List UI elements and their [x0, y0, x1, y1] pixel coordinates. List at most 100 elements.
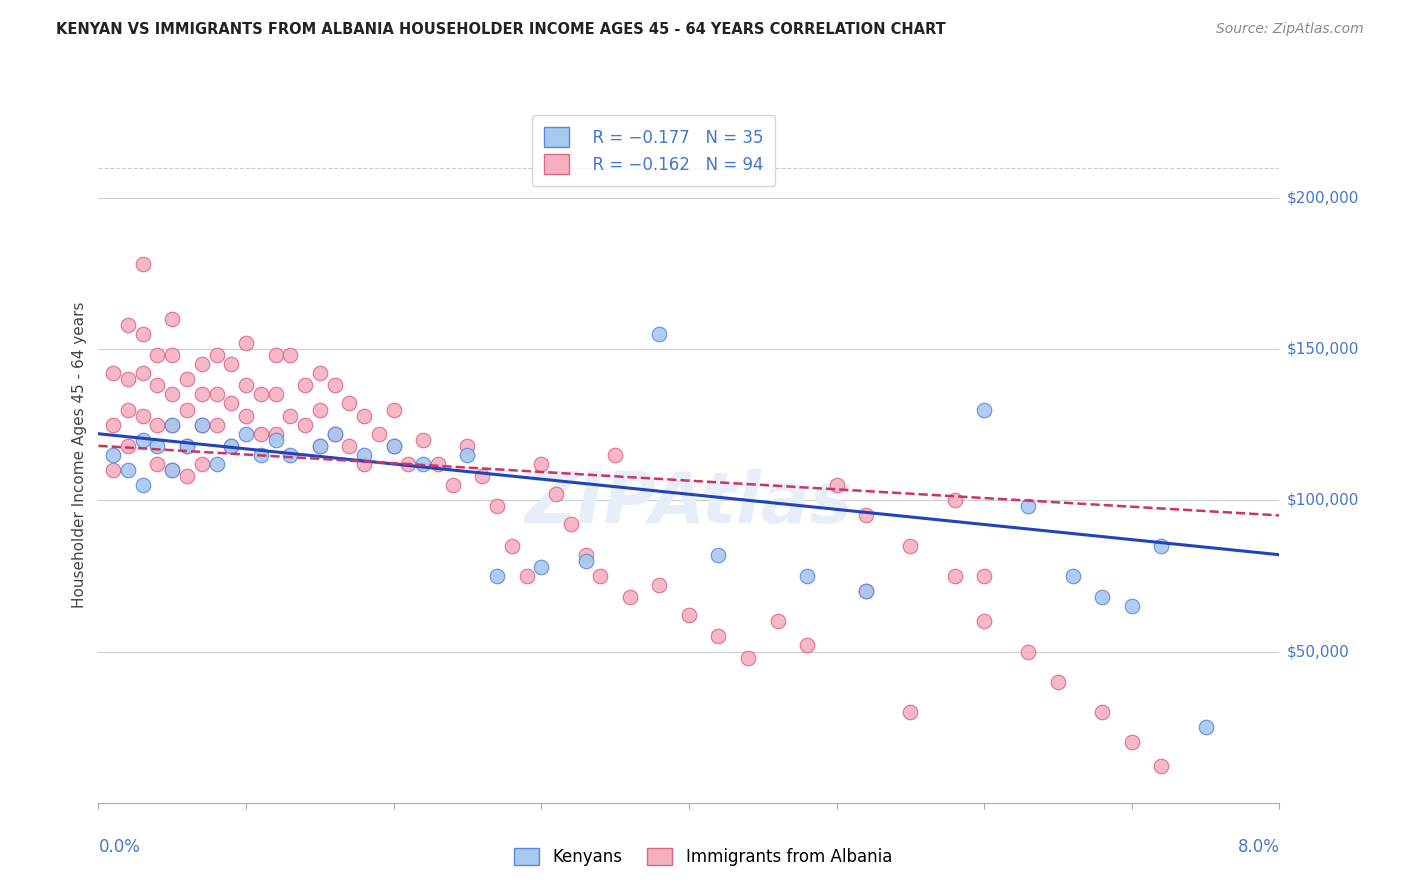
Point — [1046, 674, 1069, 689]
Point — [471, 469, 494, 483]
Text: KENYAN VS IMMIGRANTS FROM ALBANIA HOUSEHOLDER INCOME AGES 45 - 64 YEARS CORRELAT: KENYAN VS IMMIGRANTS FROM ALBANIA HOUSEH… — [56, 22, 946, 37]
Point — [1194, 720, 1216, 734]
Point — [264, 387, 287, 401]
Point — [530, 559, 553, 574]
Point — [235, 426, 257, 441]
Point — [855, 584, 877, 599]
Point — [353, 448, 375, 462]
Point — [117, 439, 139, 453]
Point — [574, 548, 596, 562]
Point — [219, 396, 242, 410]
Text: 8.0%: 8.0% — [1237, 838, 1279, 856]
Point — [162, 387, 183, 401]
Point — [544, 487, 567, 501]
Point — [485, 569, 508, 583]
Point — [117, 318, 139, 332]
Point — [382, 439, 405, 453]
Point — [191, 387, 214, 401]
Point — [323, 378, 346, 392]
Point — [308, 439, 332, 453]
Point — [191, 417, 214, 432]
Point — [176, 439, 198, 453]
Point — [501, 539, 523, 553]
Point — [337, 439, 360, 453]
Point — [294, 417, 316, 432]
Point — [219, 357, 242, 371]
Point — [191, 457, 214, 471]
Point — [323, 426, 346, 441]
Point — [1062, 569, 1084, 583]
Point — [1017, 644, 1039, 658]
Point — [456, 448, 478, 462]
Point — [574, 554, 596, 568]
Point — [943, 569, 966, 583]
Point — [308, 366, 332, 380]
Point — [132, 257, 155, 271]
Point — [205, 348, 228, 362]
Point — [412, 433, 434, 447]
Point — [219, 439, 242, 453]
Point — [1091, 590, 1114, 604]
Text: 0.0%: 0.0% — [98, 838, 141, 856]
Point — [176, 469, 198, 483]
Point — [1150, 759, 1173, 773]
Point — [176, 402, 198, 417]
Point — [456, 439, 478, 453]
Point — [162, 463, 183, 477]
Point — [396, 457, 419, 471]
Point — [737, 650, 759, 665]
Point — [146, 348, 169, 362]
Point — [278, 448, 301, 462]
Point — [1121, 599, 1143, 614]
Point — [648, 578, 671, 592]
Point — [117, 463, 139, 477]
Point — [205, 387, 228, 401]
Point — [132, 433, 155, 447]
Point — [678, 608, 700, 623]
Point — [294, 378, 316, 392]
Point — [250, 426, 273, 441]
Point — [103, 448, 124, 462]
Text: $100,000: $100,000 — [1286, 492, 1358, 508]
Point — [103, 366, 124, 380]
Point — [132, 409, 155, 423]
Point — [219, 439, 242, 453]
Point — [162, 417, 183, 432]
Point — [367, 426, 389, 441]
Point — [132, 366, 155, 380]
Point — [560, 517, 582, 532]
Point — [766, 615, 789, 629]
Text: $150,000: $150,000 — [1286, 342, 1358, 357]
Point — [117, 372, 139, 386]
Point — [382, 439, 405, 453]
Legend: Kenyans, Immigrants from Albania: Kenyans, Immigrants from Albania — [506, 840, 900, 875]
Point — [1017, 500, 1039, 514]
Point — [898, 705, 921, 719]
Point — [441, 478, 464, 492]
Point — [530, 457, 553, 471]
Point — [412, 457, 434, 471]
Point — [353, 457, 375, 471]
Point — [707, 548, 730, 562]
Point — [605, 448, 627, 462]
Point — [146, 457, 169, 471]
Point — [278, 409, 301, 423]
Point — [485, 500, 508, 514]
Point — [162, 463, 183, 477]
Point — [176, 439, 198, 453]
Point — [855, 508, 877, 523]
Point — [825, 478, 848, 492]
Point — [250, 448, 273, 462]
Point — [353, 409, 375, 423]
Point — [648, 326, 671, 341]
Point — [162, 417, 183, 432]
Point — [235, 336, 257, 351]
Point — [943, 493, 966, 508]
Text: Source: ZipAtlas.com: Source: ZipAtlas.com — [1216, 22, 1364, 37]
Point — [103, 417, 124, 432]
Text: $50,000: $50,000 — [1286, 644, 1350, 659]
Point — [515, 569, 537, 583]
Point — [205, 417, 228, 432]
Point — [855, 584, 877, 599]
Point — [1121, 735, 1143, 749]
